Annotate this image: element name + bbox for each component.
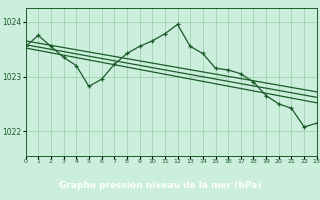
Text: Graphe pression niveau de la mer (hPa): Graphe pression niveau de la mer (hPa) xyxy=(59,181,261,190)
